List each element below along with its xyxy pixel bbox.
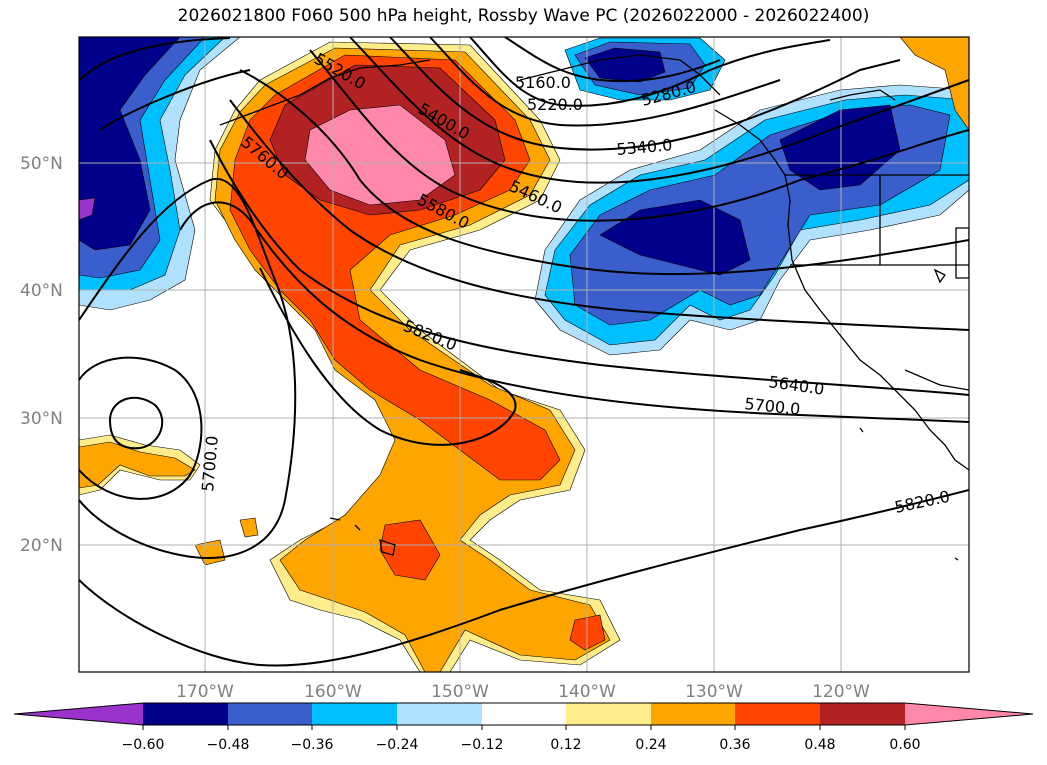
coastlines (219, 54, 969, 561)
colorbar-bin-3 (312, 703, 397, 725)
lon-label-150w: 150°W (431, 682, 489, 702)
colorbar-tick-3: −0.36 (291, 737, 334, 753)
lat-label-20n: 20°N (20, 536, 63, 556)
colorbar-bin-7 (651, 703, 735, 725)
longitude-labels: 170°W 160°W 150°W 140°W 130°W 120°W (176, 682, 870, 702)
contour-label-5220: 5220.0 (527, 95, 583, 114)
lon-label-170w: 170°W (176, 682, 234, 702)
colorbar-tick-5: −0.12 (461, 737, 504, 753)
colorbar-high-extension (905, 703, 1033, 725)
colorbar-bin-4 (397, 703, 482, 725)
colorbar-tick-8: 0.36 (719, 737, 750, 753)
colorbar-bin-6 (566, 703, 651, 725)
colorbar-bin-8 (735, 703, 820, 725)
colorbar-bin-2 (228, 703, 312, 725)
lon-label-130w: 130°W (685, 682, 743, 702)
positive-anomaly-shading (79, 37, 969, 672)
lon-label-160w: 160°W (304, 682, 362, 702)
gridlines (79, 37, 969, 672)
colorbar-bin-5 (482, 703, 566, 725)
colorbar-tick-2: −0.48 (207, 737, 250, 753)
colorbar-low-extension (14, 703, 143, 725)
lat-label-30n: 30°N (20, 409, 63, 429)
map-panel: 5160.0 5220.0 5280.0 5340.0 5400.0 5460.… (79, 37, 969, 672)
map-frame (78, 36, 970, 673)
lon-label-140w: 140°W (558, 682, 616, 702)
colorbar: −0.60 −0.48 −0.36 −0.24 −0.12 0.12 0.24 … (13, 702, 1034, 753)
negative-anomaly-shading (79, 37, 969, 356)
colorbar-bin-9 (820, 703, 905, 725)
map-title: 2026021800 F060 500 hPa height, Rossby W… (177, 6, 870, 26)
lon-label-120w: 120°W (812, 682, 870, 702)
colorbar-tick-9: 0.48 (804, 737, 835, 753)
latitude-labels: 50°N 40°N 30°N 20°N (20, 154, 63, 556)
contour-label-5340: 5340.0 (616, 135, 673, 159)
contour-label-5160: 5160.0 (515, 73, 571, 92)
lat-label-40n: 40°N (20, 281, 63, 301)
height-contours (79, 37, 969, 667)
contour-label-5700-west: 5700.0 (198, 435, 222, 492)
colorbar-tick-7: 0.24 (635, 737, 666, 753)
lat-label-50n: 50°N (20, 154, 63, 174)
colorbar-tick-1: −0.60 (122, 737, 165, 753)
colorbar-tick-4: −0.24 (376, 737, 419, 753)
colorbar-tick-10: 0.60 (889, 737, 920, 753)
colorbar-bin-1 (143, 703, 228, 725)
colorbar-tick-6: 0.12 (550, 737, 581, 753)
